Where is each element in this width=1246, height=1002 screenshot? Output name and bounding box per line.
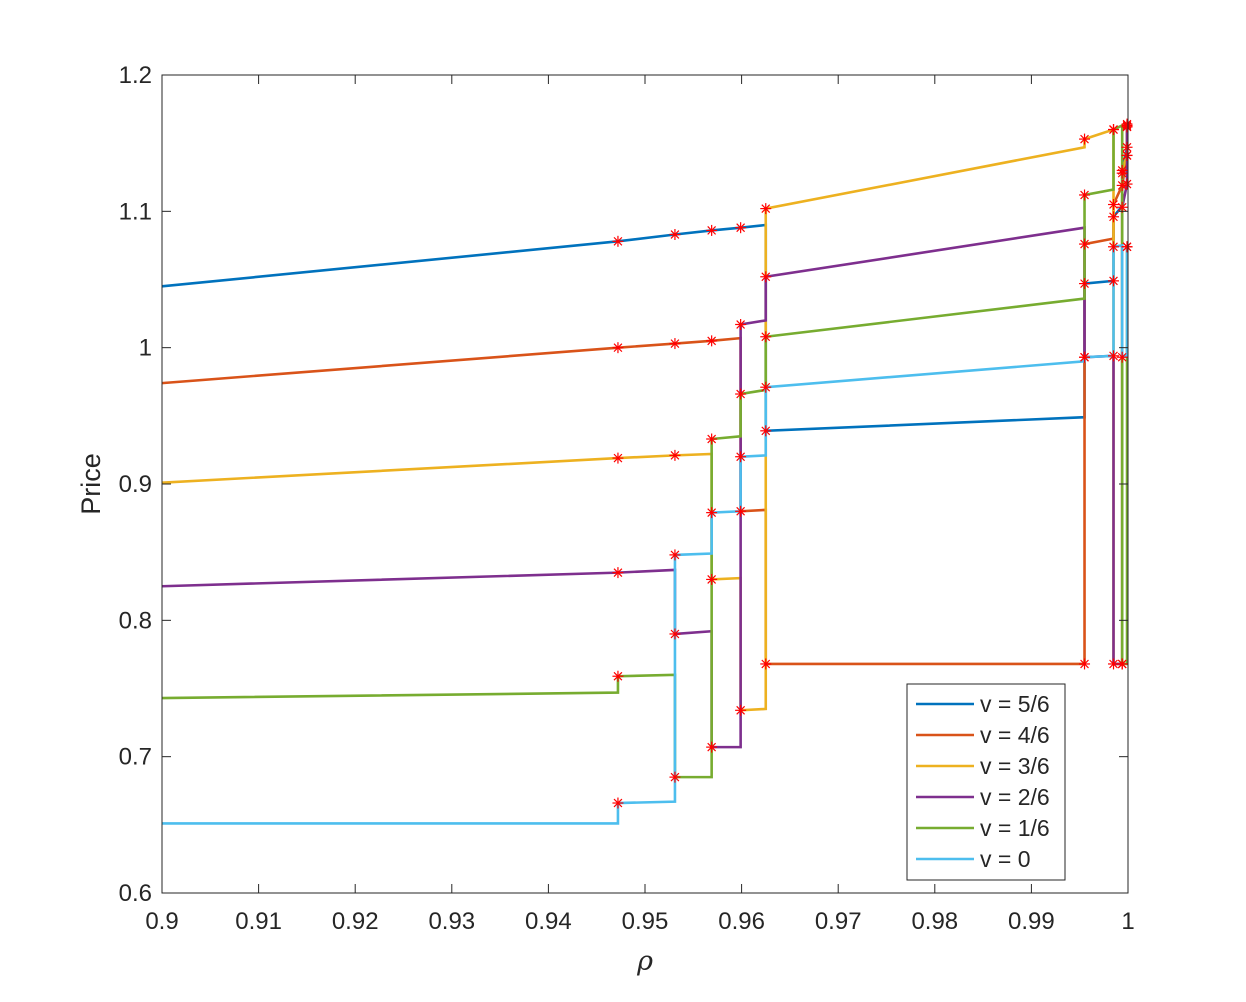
data-marker (706, 741, 718, 753)
data-marker (735, 704, 747, 716)
data-marker (1108, 350, 1120, 362)
data-marker (1079, 278, 1091, 290)
data-marker (760, 271, 772, 283)
data-marker (669, 449, 681, 461)
data-marker (612, 235, 624, 247)
legend-label: v = 0 (980, 846, 1031, 872)
data-marker (1116, 201, 1128, 213)
x-tick-label: 0.94 (525, 908, 572, 935)
data-marker (1079, 238, 1091, 250)
x-tick-label: 0.93 (428, 908, 475, 935)
x-axis-ticks: 0.9 0.91 0.92 0.93 0.94 0.95 0.96 0.97 0.98 0.99 1 (145, 75, 1135, 935)
x-tick-label: 0.99 (1008, 908, 1055, 935)
y-tick-label: 0.6 (119, 880, 152, 907)
x-tick-label: 1 (1121, 908, 1134, 935)
y-axis-ticks: 0.6 0.7 0.8 0.9 1 1.1 1.2 (119, 62, 1128, 907)
series-line-5 (162, 243, 1129, 825)
data-marker (1079, 133, 1091, 145)
data-marker (1108, 199, 1120, 211)
legend-box (906, 683, 1066, 881)
y-tick-label: 1.2 (119, 62, 152, 89)
data-marker (1079, 658, 1091, 670)
data-marker (669, 229, 681, 241)
x-tick-label: 0.95 (622, 908, 669, 935)
data-marker (735, 451, 747, 463)
data-marker (669, 628, 681, 640)
data-marker (1108, 211, 1120, 223)
legend-label: v = 4/6 (980, 722, 1050, 748)
x-tick-label: 0.98 (911, 908, 958, 935)
data-marker (612, 797, 624, 809)
data-marker (760, 425, 772, 437)
x-tick-label: 0.96 (718, 908, 765, 935)
y-tick-label: 0.8 (119, 607, 152, 634)
data-marker (669, 771, 681, 783)
data-marker (1116, 658, 1128, 670)
data-marker (735, 318, 747, 330)
data-marker (760, 331, 772, 343)
y-tick-label: 0.7 (119, 744, 152, 771)
data-marker (760, 203, 772, 215)
legend-label: v = 2/6 (980, 784, 1050, 810)
data-marker (1108, 241, 1120, 253)
marker-layer (612, 118, 1133, 809)
x-tick-label: 0.91 (235, 908, 282, 935)
data-marker (612, 342, 624, 354)
data-marker (1121, 241, 1133, 253)
data-marker (669, 549, 681, 561)
x-axis-label: ρ (636, 946, 653, 977)
data-marker (1121, 178, 1133, 190)
data-marker (1108, 124, 1120, 136)
data-marker (735, 505, 747, 517)
legend: v = 5/6 v = 4/6 v = 3/6 v = 2/6 v = 1/6 v = 0 (906, 683, 1066, 881)
data-marker (1079, 351, 1091, 363)
data-marker (669, 338, 681, 350)
y-tick-label: 1.1 (119, 198, 152, 225)
data-marker (735, 388, 747, 400)
data-marker (706, 224, 718, 236)
data-marker (1121, 149, 1133, 161)
y-axis-label: Price (76, 453, 106, 515)
data-marker (735, 222, 747, 234)
y-tick-label: 0.9 (119, 471, 152, 498)
data-marker (706, 433, 718, 445)
legend-label: v = 5/6 (980, 691, 1050, 717)
data-marker (1108, 275, 1120, 287)
data-marker (760, 381, 772, 393)
data-marker (1116, 351, 1128, 363)
data-marker (706, 335, 718, 347)
data-marker (1121, 118, 1133, 130)
data-marker (1079, 189, 1091, 201)
data-marker (612, 670, 624, 682)
data-marker (706, 507, 718, 519)
data-marker (760, 658, 772, 670)
x-tick-label: 0.92 (332, 908, 379, 935)
x-tick-label: 0.9 (145, 908, 178, 935)
data-marker (1116, 164, 1128, 176)
data-marker (612, 567, 624, 579)
data-marker (612, 452, 624, 464)
data-marker (706, 573, 718, 585)
x-tick-label: 0.97 (815, 908, 862, 935)
legend-label: v = 3/6 (980, 753, 1050, 779)
legend-label: v = 1/6 (980, 815, 1050, 841)
y-tick-label: 1 (139, 335, 152, 362)
